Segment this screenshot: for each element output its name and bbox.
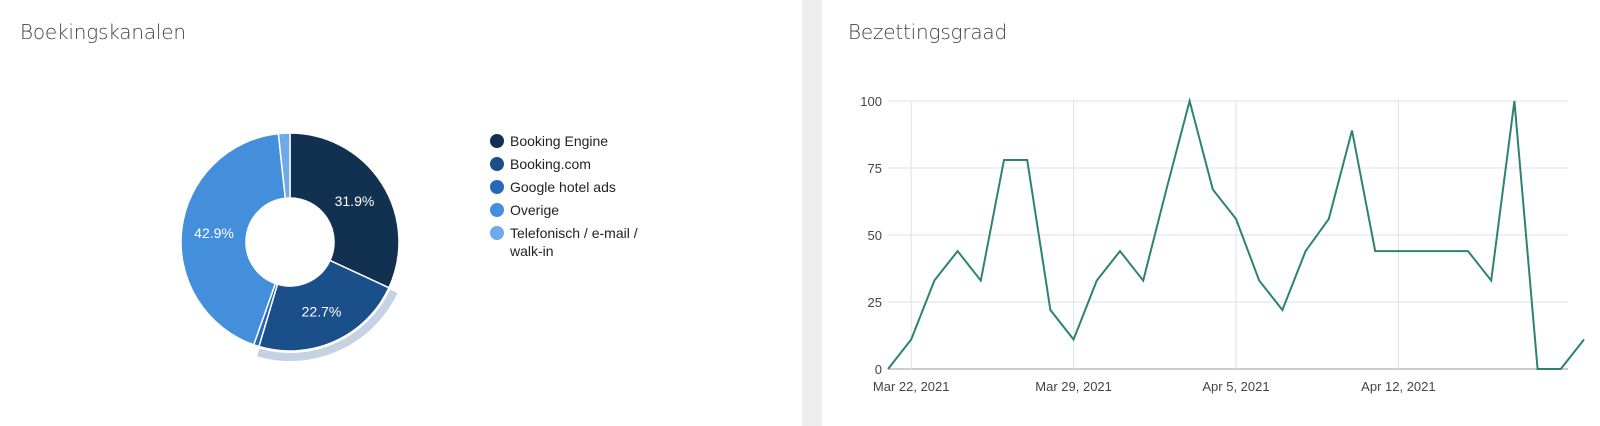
- occupancy-panel: Bezettingsgraad 0 25 50 75 100 Mar 22, 2021 Ma…: [822, 0, 1600, 426]
- donut-slice[interactable]: [180, 132, 287, 346]
- legend-item[interactable]: Telefonisch / e-mail / walk-in: [490, 224, 690, 260]
- legend-swatch: [490, 226, 504, 240]
- occupancy-line-chart: 0 25 50 75 100 Mar 22, 2021 Mar 29, 2021 Apr 5,…: [860, 94, 1585, 394]
- panel-title: Boekingskanalen: [20, 20, 186, 44]
- legend-item[interactable]: Booking Engine: [490, 132, 690, 150]
- legend-label: Overige: [510, 202, 560, 218]
- y-tick-label: 100: [860, 94, 882, 109]
- y-tick-label: 75: [868, 161, 882, 176]
- legend-swatch: [490, 157, 504, 171]
- x-tick-label: Apr 12, 2021: [1361, 379, 1435, 394]
- legend-item[interactable]: Booking.com: [490, 155, 690, 173]
- donut-slice[interactable]: [277, 132, 291, 200]
- booking-channels-panel: Boekingskanalen 31.9% 22.7% 42.9% Booking …: [0, 0, 802, 426]
- legend-swatch: [490, 134, 504, 148]
- y-tick-label: 0: [875, 362, 882, 377]
- occupancy-series-line[interactable]: [887, 97, 1585, 370]
- donut-slice[interactable]: [289, 132, 400, 289]
- legend-label: Booking Engine: [510, 133, 609, 149]
- x-tick-label: Mar 22, 2021: [873, 379, 950, 394]
- donut-legend: Booking Engine Booking.com Google hotel ad…: [490, 132, 690, 265]
- legend-swatch: [490, 180, 504, 194]
- slice-highlight-ring: [257, 289, 398, 361]
- y-tick-label: 25: [868, 295, 882, 310]
- booking-channels-donut-chart: 31.9% 22.7% 42.9%: [180, 132, 400, 361]
- legend-label: Booking.com: [510, 156, 591, 172]
- panel-title: Bezettingsgraad: [848, 20, 1007, 44]
- slice-percentage-label: 22.7%: [302, 304, 342, 320]
- slice-percentage-label: 31.9%: [335, 193, 375, 209]
- slice-percentage-label: 42.9%: [194, 225, 234, 241]
- legend-label: Google hotel ads: [510, 179, 616, 195]
- legend-item[interactable]: Overige: [490, 201, 690, 219]
- legend-item[interactable]: Google hotel ads: [490, 178, 690, 196]
- legend-label: Telefonisch / e-mail / walk-in: [510, 225, 638, 259]
- legend-swatch: [490, 203, 504, 217]
- x-tick-label: Mar 29, 2021: [1035, 379, 1112, 394]
- x-tick-label: Apr 5, 2021: [1202, 379, 1269, 394]
- y-tick-label: 50: [868, 228, 882, 243]
- donut-slice[interactable]: [258, 259, 390, 352]
